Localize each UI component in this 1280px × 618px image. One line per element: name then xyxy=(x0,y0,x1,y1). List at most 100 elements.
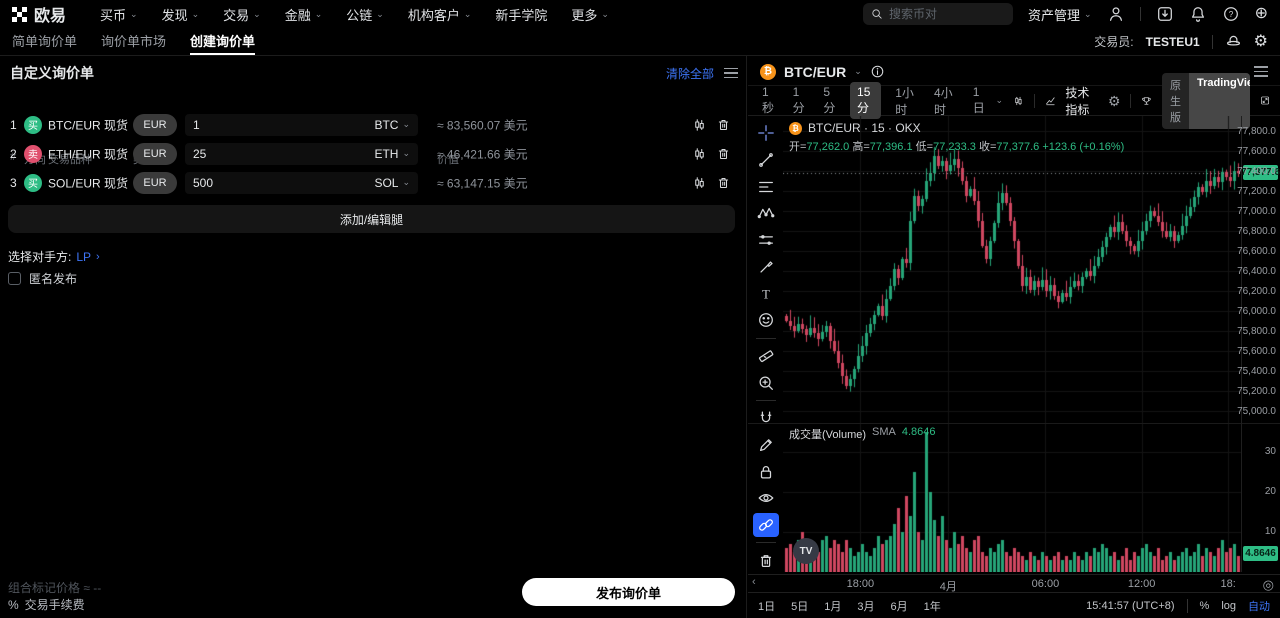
pair-selector[interactable]: ETH/EUR 现货› xyxy=(48,145,138,162)
unit-selector[interactable]: SOL ⌄ xyxy=(374,175,410,190)
currency-pill[interactable]: EUR xyxy=(133,142,177,165)
go-to-realtime-icon[interactable]: ◎ xyxy=(1262,577,1274,592)
delete-leg-icon[interactable] xyxy=(716,175,731,190)
unit-selector[interactable]: BTC ⌄ xyxy=(374,117,410,132)
candlestick-chart[interactable] xyxy=(783,116,1241,572)
link-icon[interactable] xyxy=(752,512,779,538)
time-axis[interactable]: ‹ ◎ 18:00 4月 06:00 12:00 18: xyxy=(748,574,1280,593)
chart-menu-icon[interactable] xyxy=(1254,63,1268,80)
tf-1m[interactable]: 1分 xyxy=(792,85,805,115)
log-scale-toggle[interactable]: log xyxy=(1221,599,1236,612)
tf-5m[interactable]: 5分 xyxy=(823,85,836,115)
tab-create-rfq[interactable]: 创建询价单 xyxy=(190,28,256,55)
amount-field: SOL⌄ xyxy=(185,171,418,194)
menu-more[interactable]: 更多 ⌄ xyxy=(571,7,609,23)
tf-4h[interactable]: 4小时 xyxy=(934,85,953,117)
chevron-down-icon[interactable]: ⌄ xyxy=(854,66,862,76)
add-edit-leg-button[interactable]: 添加/编辑腿 xyxy=(8,205,735,233)
download-app-icon[interactable] xyxy=(1156,5,1174,23)
menu-trade[interactable]: 交易 ⌄ xyxy=(223,7,261,23)
candle-style-icon[interactable] xyxy=(1013,93,1024,109)
tf-1d[interactable]: 1日 xyxy=(972,85,985,115)
range-1d[interactable]: 1日 xyxy=(758,600,776,613)
percent-scale-toggle[interactable]: % xyxy=(1199,599,1210,612)
info-icon[interactable] xyxy=(870,64,885,79)
nav-divider xyxy=(1186,598,1188,613)
range-5d[interactable]: 5日 xyxy=(791,600,809,613)
cup-icon[interactable] xyxy=(1141,93,1152,109)
publish-rfq-button[interactable]: 发布询价单 xyxy=(522,578,735,606)
pair-selector[interactable]: SOL/EUR 现货› xyxy=(48,174,138,191)
xabcd-pattern-icon[interactable] xyxy=(753,201,779,226)
pair-selector[interactable]: BTC/EUR 现货› xyxy=(48,116,138,133)
fib-lines-icon[interactable] xyxy=(753,174,779,199)
menu-institutional[interactable]: 机构客户 ⌄ xyxy=(407,7,472,23)
brush-icon[interactable] xyxy=(753,255,779,280)
profile-icon[interactable] xyxy=(1107,5,1125,23)
asset-management-menu[interactable]: 资产管理 ⌄ xyxy=(1028,7,1092,23)
lock-icon[interactable] xyxy=(753,459,779,484)
help-icon[interactable]: ? xyxy=(1222,5,1240,23)
search-box[interactable] xyxy=(863,3,1014,25)
indicators-button[interactable]: 技术指标 xyxy=(1065,85,1090,117)
view-chart-icon[interactable] xyxy=(692,117,707,132)
notifications-bell-icon[interactable] xyxy=(1189,5,1207,23)
trash-icon[interactable] xyxy=(753,548,779,573)
menu-buy-crypto[interactable]: 买币 ⌄ xyxy=(100,7,138,23)
view-chart-icon[interactable] xyxy=(692,175,707,190)
tab-rfq-market[interactable]: 询价单市场 xyxy=(101,34,167,49)
zoom-in-icon[interactable] xyxy=(753,370,779,395)
delete-leg-icon[interactable] xyxy=(716,146,731,161)
long-position-icon[interactable] xyxy=(753,228,779,253)
menu-finance[interactable]: 金融 ⌄ xyxy=(284,7,323,23)
range-3mo[interactable]: 3月 xyxy=(857,600,875,613)
toolbar-divider xyxy=(1130,93,1132,108)
currency-pill[interactable]: EUR xyxy=(133,171,177,194)
svg-text:T: T xyxy=(762,287,770,301)
amount-input[interactable] xyxy=(193,117,375,132)
fullscreen-icon[interactable] xyxy=(1260,93,1270,108)
magnet-icon[interactable] xyxy=(753,406,779,431)
search-input[interactable] xyxy=(889,7,1006,21)
hide-drawings-icon[interactable] xyxy=(753,486,779,511)
delete-leg-icon[interactable] xyxy=(716,117,731,132)
pane-divider[interactable] xyxy=(748,423,1280,424)
amount-input[interactable] xyxy=(193,146,375,161)
tf-1s[interactable]: 1秒 xyxy=(762,85,775,115)
auto-scale-toggle[interactable]: 自动 xyxy=(1248,600,1270,613)
tf-15m[interactable]: 15分 xyxy=(850,82,882,119)
tf-1h[interactable]: 1小时 xyxy=(895,85,914,117)
clock[interactable]: 15:41:57 (UTC+8) xyxy=(1086,599,1175,612)
unit-selector[interactable]: ETH ⌄ xyxy=(374,146,410,161)
currency-pill[interactable]: EUR xyxy=(133,113,177,136)
chart-settings-gear-icon[interactable]: ⚙ xyxy=(1107,92,1121,109)
counterparty-value[interactable]: LP xyxy=(76,249,92,264)
menu-academy[interactable]: 新手学院 xyxy=(495,7,548,23)
settings-gear-icon[interactable]: ⚙ xyxy=(1253,32,1268,50)
tab-simple-rfq[interactable]: 简单询价单 xyxy=(12,34,78,49)
indicators-icon[interactable] xyxy=(1045,93,1056,109)
emoji-icon[interactable] xyxy=(753,308,779,333)
okx-logo[interactable]: 欧易 xyxy=(12,2,66,26)
drawing-mode-icon[interactable] xyxy=(753,433,779,458)
panel-menu-icon[interactable] xyxy=(724,65,738,82)
menu-discover[interactable]: 发现 ⌄ xyxy=(161,7,200,23)
chevron-down-icon[interactable]: ⌄ xyxy=(995,95,1004,105)
anonymous-checkbox[interactable] xyxy=(8,272,21,285)
hat-icon[interactable] xyxy=(1225,33,1242,50)
text-icon[interactable]: T xyxy=(753,281,779,306)
range-1y[interactable]: 1年 xyxy=(923,600,941,613)
crosshair-icon[interactable] xyxy=(753,121,779,146)
range-1mo[interactable]: 1月 xyxy=(824,600,842,613)
menu-chain[interactable]: 公链 ⌄ xyxy=(346,7,384,23)
language-globe-icon[interactable]: ⊕ xyxy=(1254,5,1268,22)
amount-input[interactable] xyxy=(193,175,375,190)
price-axis[interactable]: 77,377.6 4.8646 77,800.0 77,600.0 77,400.0… xyxy=(1237,116,1280,572)
clear-all-button[interactable]: 清除全部 xyxy=(665,66,714,81)
chart-pair-selector[interactable]: BTC/EUR xyxy=(784,63,847,80)
ruler-icon[interactable] xyxy=(753,344,779,369)
view-chart-icon[interactable] xyxy=(692,146,707,161)
collapse-toolbar-icon[interactable]: ‹ xyxy=(752,576,756,588)
range-6mo[interactable]: 6月 xyxy=(890,600,908,613)
trend-line-icon[interactable] xyxy=(753,148,779,173)
